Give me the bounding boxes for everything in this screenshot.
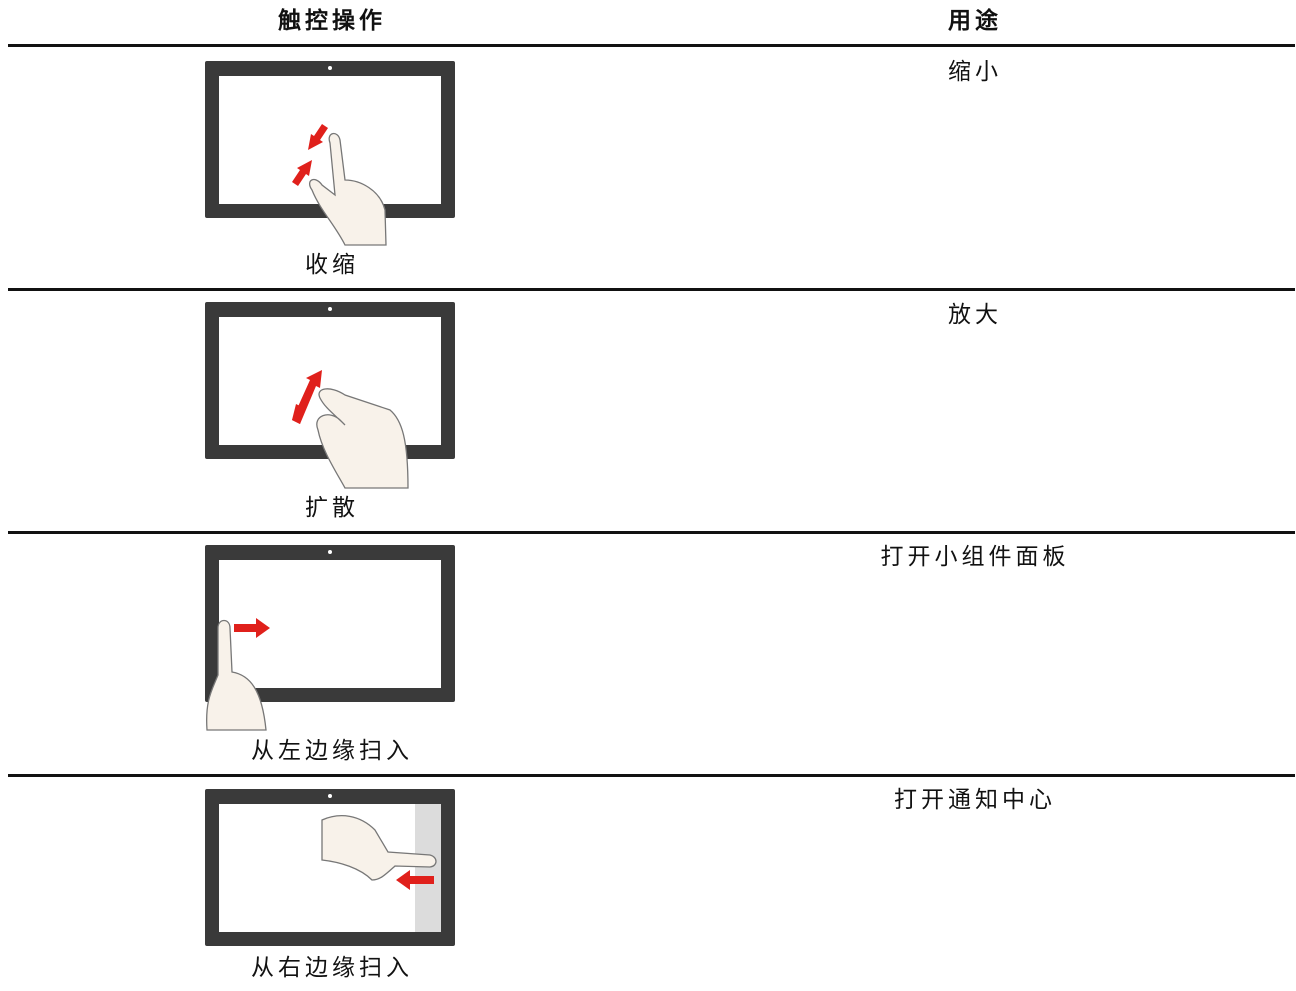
column-header: 用途	[948, 7, 1002, 33]
gesture-purpose: 缩小	[948, 58, 1002, 84]
gesture-illustration	[205, 545, 455, 731]
gesture-illustration	[205, 302, 455, 489]
gesture-purpose: 打开通知中心	[894, 786, 1056, 812]
gesture-purpose: 打开小组件面板	[881, 543, 1070, 569]
gesture-illustration	[205, 61, 455, 246]
gesture-illustration	[205, 789, 455, 946]
gesture-name: 从左边缘扫入	[251, 737, 413, 763]
gesture-name: 从右边缘扫入	[251, 954, 413, 980]
column-header: 触控操作	[278, 7, 386, 33]
gesture-purpose: 放大	[948, 301, 1002, 327]
gesture-name: 收缩	[305, 251, 359, 277]
gesture-name: 扩散	[305, 494, 359, 520]
